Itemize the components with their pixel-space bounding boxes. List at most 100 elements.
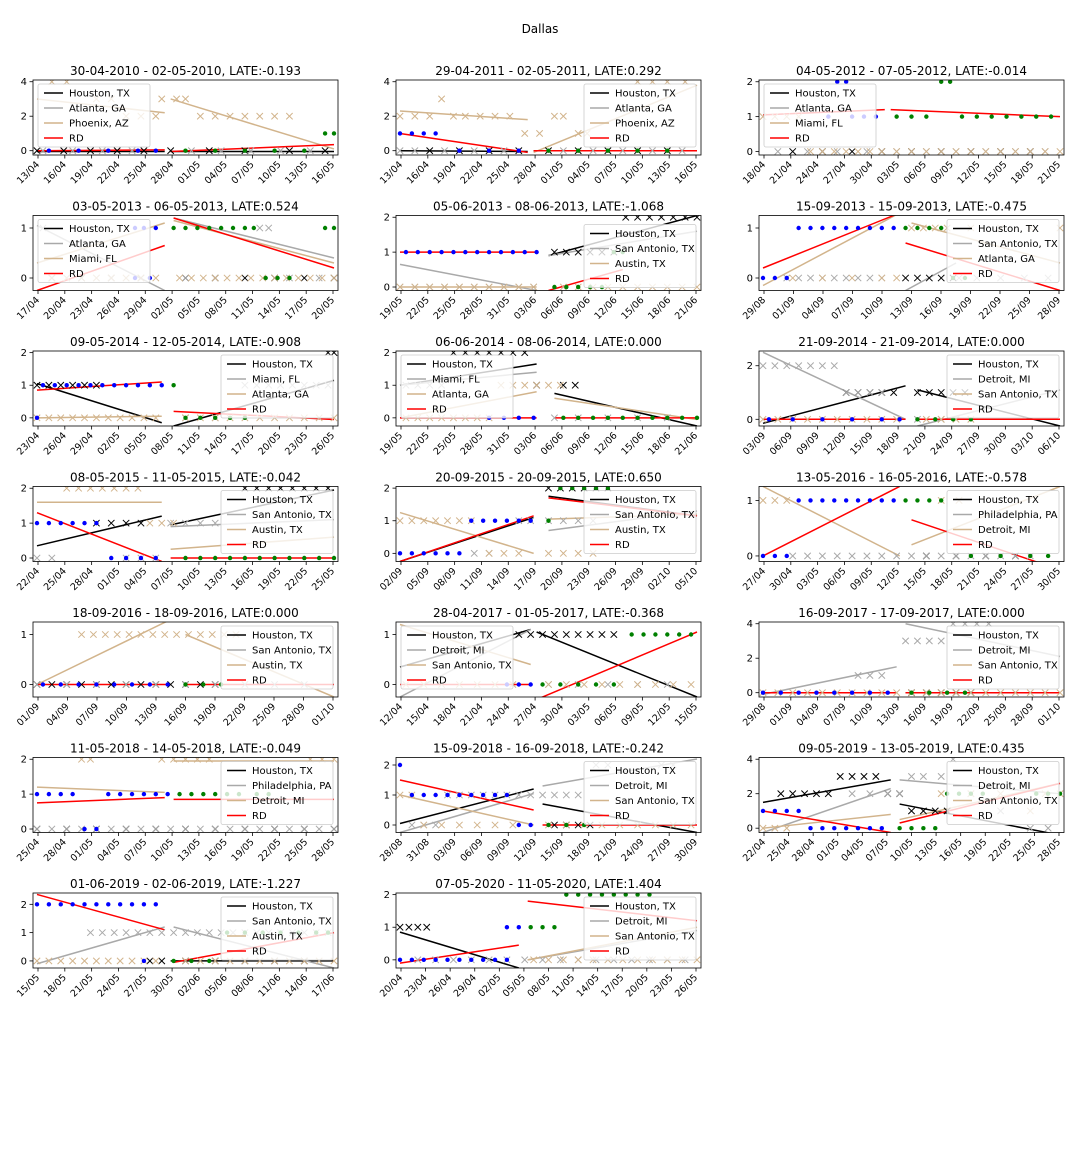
data-point-tan — [146, 519, 154, 527]
y-tick-label: 1 — [747, 224, 753, 235]
legend-label: Detroit, MI — [978, 781, 1030, 792]
data-point-pre — [480, 957, 486, 963]
data-point-post — [207, 225, 212, 231]
data-point-gray — [152, 825, 160, 833]
data-point-pre — [106, 902, 111, 907]
data-point-post — [1048, 114, 1054, 119]
data-point-tan — [69, 414, 77, 422]
data-point-tan — [774, 689, 782, 697]
data-point-post — [962, 690, 968, 695]
fit-line-rd — [173, 217, 335, 269]
data-point-tan — [455, 821, 463, 829]
legend-label: Houston, TX — [252, 495, 313, 506]
data-point-black — [167, 680, 175, 689]
data-point-pre — [165, 791, 170, 797]
data-point-pre — [516, 518, 521, 523]
data-point-pre — [843, 825, 849, 831]
legend-label: Houston, TX — [978, 360, 1039, 371]
data-point-post — [242, 148, 248, 153]
data-point-gray — [217, 147, 225, 155]
data-point-tan — [282, 274, 291, 282]
data-point-post — [647, 893, 652, 897]
data-point-tan — [500, 283, 508, 291]
fit-line-black — [36, 515, 162, 547]
data-point-tan — [426, 283, 434, 291]
legend: Houston, TX Detroit, MI San Antonio, TX RD — [583, 761, 697, 825]
legend-label: Detroit, MI — [252, 796, 304, 807]
data-point-post — [665, 415, 670, 421]
data-point-tan — [803, 689, 812, 697]
data-point-post — [263, 275, 268, 281]
data-point-pre — [421, 131, 426, 136]
data-point-tan — [181, 957, 190, 965]
subplot-title: 11-05-2018 - 14-05-2018, LATE:-0.049 — [70, 742, 301, 756]
data-point-post — [242, 555, 248, 561]
data-point-tan — [411, 283, 419, 291]
data-point-pre — [492, 518, 498, 523]
legend-label: Detroit, MI — [978, 375, 1030, 386]
fit-line-rd — [399, 132, 528, 154]
y-tick-label: 4 — [384, 77, 390, 88]
data-point-black — [426, 147, 434, 155]
fit-line-black — [536, 631, 698, 697]
fit-line-tan — [36, 622, 168, 686]
data-point-gray — [315, 825, 323, 833]
data-point-tan — [893, 689, 901, 697]
data-point-post — [1004, 114, 1009, 119]
data-point-pre — [457, 957, 462, 963]
data-point-tan — [208, 630, 216, 639]
y-tick-label: 1 — [21, 790, 27, 801]
data-point-tan — [491, 821, 499, 829]
axes-frame — [758, 79, 1065, 156]
data-point-post — [587, 893, 593, 897]
data-point-gray — [803, 147, 812, 155]
legend-label: RD — [978, 811, 993, 822]
data-point-pre — [855, 825, 861, 831]
legend: Houston, TX Atlanta, GA Phoenix, AZ RD — [583, 83, 697, 148]
legend-label: Houston, TX — [432, 631, 493, 642]
data-point-gray — [300, 825, 308, 833]
data-point-tan — [420, 821, 428, 829]
data-point-tan — [485, 283, 493, 291]
legend-label: San Antonio, TX — [432, 661, 512, 672]
legend-label: Houston, TX — [69, 224, 130, 235]
data-point-tan — [152, 274, 160, 282]
data-point-post — [903, 498, 908, 503]
data-point-pre — [849, 690, 855, 695]
fit-line-tan — [762, 215, 897, 287]
fit-line-rd — [540, 631, 698, 697]
data-point-post — [665, 632, 670, 637]
data-point-post — [939, 80, 944, 84]
data-point-post — [576, 893, 581, 897]
data-point-black — [937, 388, 945, 397]
data-point-pre — [784, 553, 789, 559]
data-point-tan — [580, 680, 588, 689]
data-point-pre — [94, 682, 99, 687]
data-point-tan — [396, 517, 404, 525]
data-point-post — [564, 822, 569, 828]
data-point-pre — [433, 792, 438, 798]
data-point-gray — [158, 929, 166, 937]
data-point-pre — [409, 131, 415, 136]
data-point-tan — [952, 147, 960, 155]
data-point-gray — [574, 517, 582, 525]
data-point-gray — [69, 147, 77, 155]
data-point-tan — [952, 689, 960, 697]
data-point-black — [913, 388, 921, 397]
data-point-tan — [211, 274, 219, 282]
data-point-gray — [527, 791, 535, 799]
data-point-post — [183, 148, 188, 153]
data-point-post — [227, 555, 233, 561]
data-point-post — [177, 791, 182, 797]
data-point-tan — [110, 486, 118, 492]
data-point-gray — [795, 274, 803, 282]
subplot-19: 01-06-2019 - 02-06-2019, LATE:-1.2270121… — [15, 877, 339, 999]
data-point-pre — [867, 498, 873, 503]
legend-label: RD — [615, 540, 630, 551]
data-point-black — [931, 807, 939, 815]
data-point-gray — [107, 825, 115, 833]
data-point-tan — [878, 689, 886, 697]
y-tick-label: 0 — [21, 146, 27, 157]
y-tick-label: 2 — [747, 789, 753, 800]
axes-frame — [758, 486, 1065, 562]
